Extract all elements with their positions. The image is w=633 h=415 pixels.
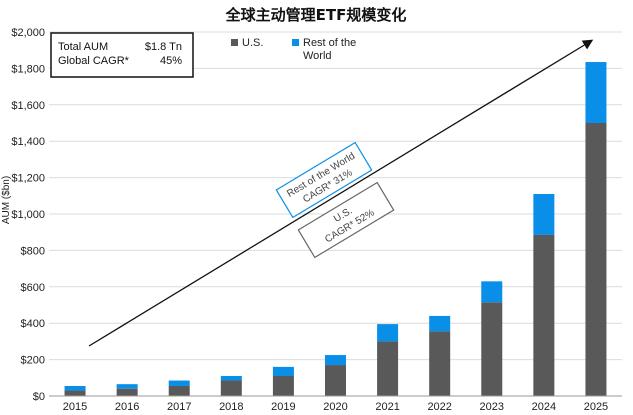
summary-row1-value: $1.8 Tn	[145, 41, 182, 53]
bar-rest-of-world	[481, 281, 503, 303]
summary-row2-label: Global CAGR*	[58, 55, 130, 67]
y-axis-label: AUM ($bn)	[1, 176, 12, 224]
bar-rest-of-world	[116, 384, 138, 389]
legend-label-us: U.S.	[242, 37, 263, 49]
x-tick-label: 2022	[427, 401, 451, 413]
y-tick-label: $2,000	[11, 27, 45, 39]
x-tick-label: 2024	[532, 401, 556, 413]
y-tick-label: $1,800	[11, 63, 45, 75]
bar-rest-of-world	[585, 62, 607, 123]
y-tick-label: $1,600	[11, 100, 45, 112]
legend: U.S. Rest of the World	[231, 37, 356, 62]
x-tick-label: 2017	[167, 401, 191, 413]
chart-title: 全球主动管理ETF规模变化	[225, 6, 407, 24]
bars	[64, 62, 607, 396]
bar-rest-of-world	[377, 324, 399, 342]
x-tick-label: 2020	[323, 401, 347, 413]
bar-us	[585, 123, 607, 396]
x-tick-label: 2023	[480, 401, 504, 413]
y-tick-label: $800	[21, 245, 45, 257]
x-tick-label: 2019	[271, 401, 295, 413]
x-tick-label: 2015	[63, 401, 87, 413]
bar-us	[116, 388, 138, 396]
summary-row2-value: 45%	[160, 55, 182, 67]
trend-arrow	[88, 39, 594, 347]
legend-swatch-rest-of-world	[292, 39, 299, 46]
summary-box: Total AUM $1.8 Tn Global CAGR* 45%	[50, 32, 194, 78]
bar-rest-of-world	[325, 355, 346, 366]
x-axis-ticks: 2015 2016 2017 2018 2019 2020 2021 2022 2023 2024…	[63, 401, 608, 413]
y-tick-label: $400	[21, 318, 45, 330]
bar-us	[220, 380, 242, 396]
summary-row1-label: Total AUM	[58, 41, 108, 53]
bar-us	[325, 365, 346, 396]
bar-rest-of-world	[272, 366, 294, 376]
bar-us	[481, 302, 503, 396]
bar-us	[533, 234, 555, 396]
bar-rest-of-world	[220, 375, 242, 381]
y-tick-label: $0	[33, 391, 45, 403]
y-tick-label: $1,400	[11, 136, 45, 148]
bar-rest-of-world	[533, 193, 555, 235]
bar-rest-of-world	[168, 380, 190, 386]
x-tick-label: 2025	[584, 401, 608, 413]
y-tick-label: $200	[21, 355, 45, 367]
bar-us	[377, 341, 399, 396]
bar-us	[272, 375, 294, 396]
bar-us	[429, 331, 451, 396]
y-tick-label: $600	[21, 282, 45, 294]
y-tick-label: $1,200	[11, 173, 45, 185]
bar-rest-of-world	[429, 315, 451, 332]
y-axis-ticks: $0 $200 $400 $600 $800 $1,000 $1,200 $1,400 $1,6…	[11, 27, 45, 403]
x-tick-label: 2021	[375, 401, 399, 413]
legend-label-rest-of-world: Rest of the World	[303, 37, 356, 62]
x-tick-label: 2018	[219, 401, 243, 413]
y-tick-label: $1,000	[11, 209, 45, 221]
x-tick-label: 2016	[115, 401, 139, 413]
bar-us	[64, 390, 86, 396]
bar-rest-of-world	[64, 385, 86, 391]
bar-us	[168, 385, 190, 396]
legend-swatch-us	[231, 39, 238, 46]
